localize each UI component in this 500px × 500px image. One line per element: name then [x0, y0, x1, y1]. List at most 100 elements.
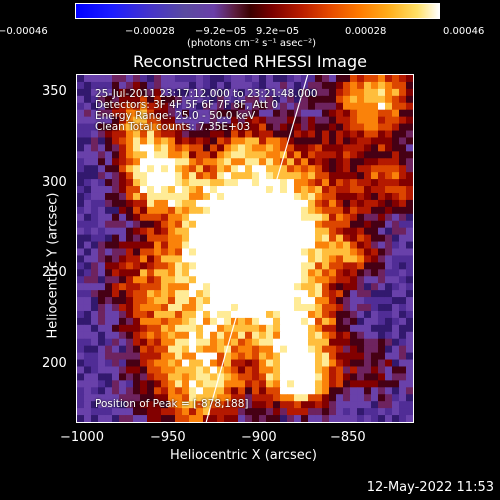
heatmap-cell [140, 158, 148, 166]
heatmap-cell [329, 241, 337, 249]
heatmap-cell [293, 276, 302, 284]
heatmap-cell [112, 220, 120, 229]
heatmap-cell [231, 255, 239, 263]
heatmap-cell [258, 310, 267, 319]
heatmap-cell [209, 408, 218, 416]
heatmap-cell [140, 310, 148, 319]
heatmap-cell [251, 165, 260, 173]
heatmap-cell [357, 338, 365, 347]
heatmap-cell [161, 401, 169, 409]
heatmap-cell [399, 158, 407, 166]
heatmap-cell [209, 227, 218, 236]
heatmap-cell [308, 220, 316, 229]
y-tick-label: 350 [42, 84, 67, 99]
heatmap-cell [209, 387, 218, 395]
heatmap-cell [406, 199, 413, 208]
heatmap-cell [174, 345, 183, 354]
heatmap-cell [342, 95, 351, 104]
heatmap-cell [280, 137, 288, 145]
heatmap-cell [182, 213, 190, 222]
heatmap-cell [406, 373, 413, 381]
heatmap-cell [308, 116, 316, 125]
heatmap-cell [258, 109, 267, 118]
heatmap-cell [293, 172, 302, 180]
heatmap-cell [406, 227, 413, 236]
heatmap-cell [245, 151, 253, 159]
heatmap-cell [329, 262, 337, 270]
heatmap-cell [273, 179, 281, 187]
heatmap-cell [406, 81, 413, 90]
heatmap-cell [371, 324, 379, 333]
heatmap-cell [174, 373, 183, 381]
y-axis-label: Heliocentric Y (arcsec) [45, 192, 61, 339]
heatmap-cell [132, 317, 141, 326]
heatmap-cell [98, 172, 106, 180]
heatmap-cell [231, 116, 239, 125]
heatmap-cell [364, 227, 372, 236]
heatmap-cell [377, 75, 386, 83]
heatmap-cell [167, 151, 176, 159]
heatmap-cell [167, 297, 176, 305]
heatmap-cell [105, 345, 113, 354]
heatmap-cell [77, 387, 85, 395]
heatmap-cell [308, 415, 316, 422]
heatmap-cell [364, 109, 372, 118]
heatmap-cell [119, 387, 127, 395]
heatmap-cell [315, 151, 323, 159]
heatmap-cell [203, 158, 211, 166]
heatmap-cell [105, 109, 113, 118]
heatmap-cell [196, 366, 204, 374]
heatmap-cell [399, 415, 407, 422]
heatmap-cell [224, 144, 232, 152]
heatmap-cell [174, 123, 183, 132]
heatmap-cell [182, 199, 190, 208]
heatmap-cell [322, 95, 330, 104]
heatmap-cell [105, 324, 113, 333]
heatmap-cell [182, 75, 190, 83]
heatmap-cell [224, 359, 232, 367]
heatmap-cell [112, 158, 120, 166]
heatmap-cell [329, 248, 337, 256]
heatmap-cell [251, 380, 260, 388]
heatmap-cell [329, 75, 337, 83]
heatmap-cell [209, 255, 218, 263]
heatmap-cell [245, 116, 253, 125]
colorbar-tick-label: 9.2e−05 [256, 26, 300, 37]
heatmap-cell [322, 158, 330, 166]
time-range-text: 25-Jul-2011 23:17:12.000 to 23:21:48.000 [95, 88, 318, 100]
heatmap-cell [308, 75, 316, 83]
heatmap-cell [209, 366, 218, 374]
heatmap-cell [258, 324, 267, 333]
heatmap-cell [216, 401, 225, 409]
heatmap-cell [280, 130, 288, 138]
heatmap-cell [350, 373, 358, 381]
heatmap-cell [357, 137, 365, 145]
heatmap-cell [112, 192, 120, 201]
heatmap-cell [238, 144, 246, 152]
heatmap-cell [83, 310, 92, 319]
heatmap-cell [392, 373, 400, 381]
heatmap-cell [189, 137, 197, 145]
heatmap-cell [300, 283, 309, 291]
heatmap-cell [350, 213, 358, 222]
heatmap-cell [266, 186, 274, 194]
heatmap-cell [245, 130, 253, 138]
heatmap-cell [357, 88, 365, 97]
heatmap-cell [231, 248, 239, 256]
heatmap-cell [377, 387, 386, 395]
heatmap-cell [287, 310, 295, 319]
heatmap-cell [231, 297, 239, 305]
heatmap-cell [119, 137, 127, 145]
heatmap-cell [140, 338, 148, 347]
heatmap-cell [357, 116, 365, 125]
x-tick-label: −900 [241, 430, 277, 445]
heatmap-cell [308, 297, 316, 305]
heatmap-cell [140, 165, 148, 173]
heatmap-cell [90, 130, 99, 138]
heatmap-cell [209, 102, 218, 111]
heatmap-cell [322, 213, 330, 222]
heatmap-cell [350, 359, 358, 367]
heatmap-cell [83, 262, 92, 270]
heatmap-cell [167, 220, 176, 229]
heatmap-cell [77, 290, 85, 298]
